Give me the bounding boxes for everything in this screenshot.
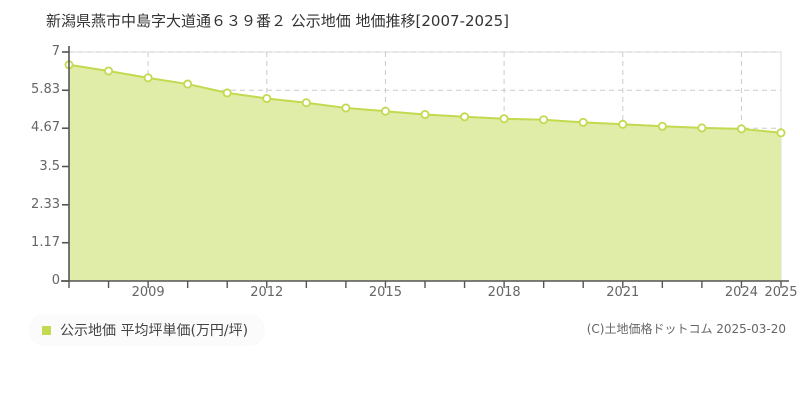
- data-point-marker: [222, 88, 232, 98]
- data-point-marker: [776, 128, 786, 138]
- y-tick-label: 3.5: [39, 158, 60, 174]
- data-point-marker: [539, 115, 549, 125]
- page-title: 新潟県燕市中島字大道通６３９番２ 公示地価 地価推移[2007-2025]: [46, 12, 510, 30]
- legend-label: 公示地価 平均坪単価(万円/坪): [60, 323, 249, 339]
- data-point-marker: [183, 79, 193, 89]
- y-tick-label: 4.67: [31, 120, 60, 136]
- legend-swatch-icon: [42, 325, 51, 335]
- data-point-marker: [104, 66, 114, 76]
- chart-legend: 公示地価 平均坪単価(万円/坪): [30, 315, 265, 345]
- data-point-marker: [697, 123, 707, 133]
- data-point-marker: [460, 112, 470, 122]
- y-tick-label: 7: [51, 44, 60, 59]
- data-point-marker: [578, 117, 588, 127]
- x-tick-label: 2012: [250, 285, 284, 300]
- x-tick-label: 2021: [606, 285, 640, 300]
- data-point-marker: [341, 103, 351, 113]
- x-tick-label: 2018: [487, 285, 521, 300]
- x-tick-label: 2025: [764, 285, 798, 300]
- series-area-fill: [69, 64, 781, 281]
- data-point-marker: [262, 93, 272, 103]
- data-point-marker: [380, 106, 390, 116]
- y-tick-label: 1.17: [31, 234, 60, 250]
- x-tick-label: 2009: [131, 285, 165, 300]
- y-tick-label: 5.83: [31, 82, 60, 98]
- x-tick-label: 2015: [368, 285, 402, 300]
- data-point-marker: [618, 119, 628, 129]
- data-point-marker: [301, 98, 311, 108]
- copyright-credit: (C)土地価格ドットコム 2025-03-20: [586, 322, 786, 336]
- x-tick-label: 2024: [724, 285, 758, 300]
- data-point-marker: [736, 124, 746, 134]
- data-point-marker: [657, 121, 667, 131]
- data-point-marker: [143, 73, 153, 83]
- y-tick-label: 2.33: [31, 196, 60, 212]
- data-point-marker: [499, 114, 509, 124]
- data-point-marker: [420, 109, 430, 119]
- y-tick-label: 0: [51, 273, 60, 288]
